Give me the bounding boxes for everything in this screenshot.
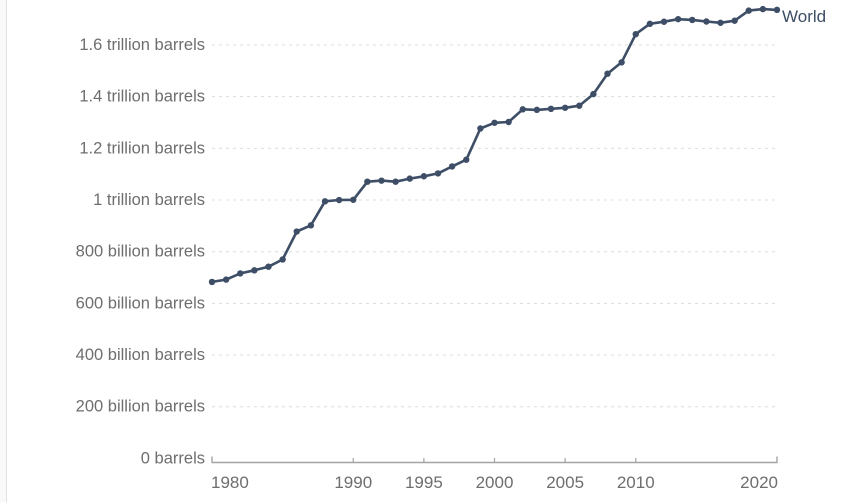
panel-left-edge [0,0,7,502]
series-end-label-world: World [782,7,826,26]
data-point-2001[interactable] [505,118,512,126]
data-point-1992[interactable] [378,177,385,184]
data-point-2003[interactable] [533,106,541,114]
data-point-2014[interactable] [689,16,696,24]
data-point-2011[interactable] [646,20,654,28]
y-axis-tick-label: 1.2 trillion barrels [79,139,205,157]
data-point-2020[interactable] [773,6,781,14]
data-point-1994[interactable] [406,175,413,182]
data-point-1982[interactable] [237,270,244,277]
data-point-1995[interactable] [420,173,428,180]
y-axis-tick-label: 0 barrels [141,449,205,467]
world-series-line[interactable] [210,7,779,284]
data-point-1998[interactable] [463,156,470,163]
data-point-2005[interactable] [561,104,569,111]
data-point-2017[interactable] [731,17,738,24]
y-axis-tick-label: 200 billion barrels [76,398,205,416]
data-point-2006[interactable] [576,102,583,109]
x-axis-tick-label-2020: 2020 [740,473,778,492]
data-point-1985[interactable] [279,256,286,263]
data-point-1991[interactable] [364,178,371,185]
data-point-1986[interactable] [293,228,300,235]
data-point-2000[interactable] [491,119,498,126]
y-axis-labels: 0 barrels 200 billion barrels 400 billion … [76,36,205,467]
data-point-2016[interactable] [717,19,724,26]
data-point-2015[interactable] [703,18,710,25]
data-point-1983[interactable] [251,267,258,274]
data-point-2018[interactable] [745,7,752,14]
data-point-2008[interactable] [604,70,611,77]
data-point-1999[interactable] [477,125,484,132]
data-point-1997[interactable] [448,163,456,170]
data-point-2019[interactable] [759,5,767,13]
x-axis-tick-label-1995: 1995 [405,473,443,492]
y-axis-tick-label: 1.6 trillion barrels [79,36,205,54]
x-axis-tick-label-1990: 1990 [334,473,372,492]
world-series [208,5,781,286]
data-point-1990[interactable] [350,196,357,203]
data-point-2007[interactable] [590,90,597,98]
data-point-1996[interactable] [434,170,442,177]
data-point-2004[interactable] [547,105,555,113]
y-axis-tick-label: 800 billion barrels [76,243,205,261]
x-axis: 1980 1990 1995 2000 2005 2010 2020 [211,456,778,492]
data-point-1980[interactable] [208,278,216,286]
x-axis-tick-label-1980: 1980 [211,473,249,492]
y-axis-tick-label: 1.4 trillion barrels [79,88,205,106]
data-point-1989[interactable] [335,196,343,204]
y-axis-tick-label: 1 trillion barrels [93,191,205,209]
x-axis-tick-label-2000: 2000 [476,473,514,492]
data-point-1993[interactable] [392,178,399,185]
data-point-1987[interactable] [307,222,315,229]
data-point-2009[interactable] [618,59,625,66]
data-point-1984[interactable] [265,263,272,270]
data-point-1988[interactable] [321,198,329,205]
data-point-2002[interactable] [519,106,526,113]
x-axis-tick-label-2010: 2010 [617,473,655,492]
y-axis-tick-label: 400 billion barrels [76,346,205,364]
data-point-2013[interactable] [674,15,682,23]
data-point-1981[interactable] [222,276,230,283]
data-point-2012[interactable] [660,18,668,25]
gridlines [212,44,777,408]
x-axis-tick-label-2005: 2005 [546,473,584,492]
data-point-2010[interactable] [632,30,639,38]
y-axis-tick-label: 600 billion barrels [76,294,205,312]
